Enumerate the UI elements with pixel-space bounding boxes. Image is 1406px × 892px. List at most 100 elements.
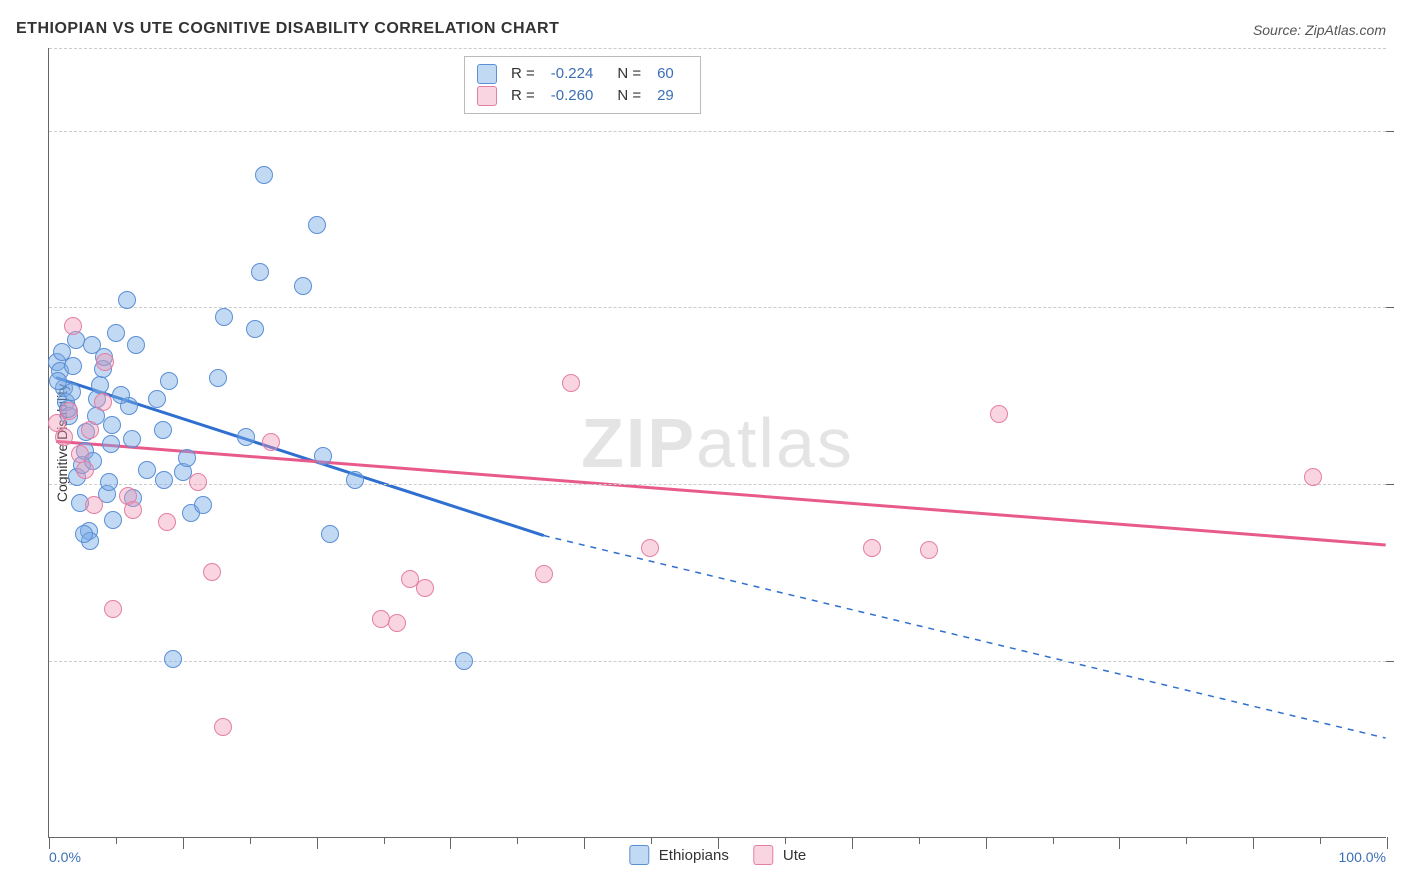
data-point [535, 565, 553, 583]
data-point [863, 539, 881, 557]
legend-swatch [629, 845, 649, 865]
data-point [251, 263, 269, 281]
x-label-right: 100.0% [1339, 849, 1386, 865]
legend-item-label: Ute [783, 847, 806, 864]
x-tick-minor [919, 837, 920, 844]
data-point [138, 461, 156, 479]
gridline-h [49, 307, 1386, 308]
legend-r-label: R = [511, 63, 535, 85]
data-point [123, 430, 141, 448]
data-point [96, 353, 114, 371]
legend-correlation: R =-0.224N =60R =-0.260N =29 [464, 56, 701, 114]
x-tick-minor [116, 837, 117, 844]
data-point [262, 433, 280, 451]
legend-swatch [477, 64, 497, 84]
data-point [81, 421, 99, 439]
data-point [214, 718, 232, 736]
legend-item: Ethiopians [629, 845, 729, 865]
data-point [215, 308, 233, 326]
x-tick-major [1387, 837, 1388, 849]
data-point [60, 402, 78, 420]
data-point [321, 525, 339, 543]
x-tick-major [852, 837, 853, 849]
data-point [641, 539, 659, 557]
trend-line [56, 441, 1386, 545]
data-point [920, 541, 938, 559]
data-point [83, 336, 101, 354]
data-point [255, 166, 273, 184]
x-tick-major [584, 837, 585, 849]
data-point [118, 291, 136, 309]
data-point [314, 447, 332, 465]
data-point [990, 405, 1008, 423]
data-point [158, 513, 176, 531]
x-tick-minor [1053, 837, 1054, 844]
x-tick-major [49, 837, 50, 849]
x-tick-major [986, 837, 987, 849]
legend-swatch [477, 86, 497, 106]
watermark-rest: atlas [696, 404, 854, 482]
plot-area: Cognitive Disability ZIPatlas R =-0.224N… [48, 48, 1386, 838]
data-point [294, 277, 312, 295]
x-tick-minor [651, 837, 652, 844]
data-point [127, 336, 145, 354]
legend-row: R =-0.260N =29 [477, 85, 688, 107]
data-point [55, 428, 73, 446]
source-label: Source: ZipAtlas.com [1253, 22, 1386, 38]
y-tick [1386, 661, 1394, 662]
data-point [85, 496, 103, 514]
data-point [103, 416, 121, 434]
data-point [64, 317, 82, 335]
data-point [1304, 468, 1322, 486]
watermark: ZIPatlas [581, 403, 854, 483]
data-point [75, 525, 93, 543]
data-point [346, 471, 364, 489]
x-tick-minor [250, 837, 251, 844]
x-tick-minor [517, 837, 518, 844]
legend-n-value: 29 [657, 85, 674, 107]
data-point [76, 461, 94, 479]
trend-line-dashed [544, 536, 1386, 739]
data-point [104, 511, 122, 529]
data-point [160, 372, 178, 390]
x-tick-minor [1186, 837, 1187, 844]
legend-row: R =-0.224N =60 [477, 63, 688, 85]
data-point [455, 652, 473, 670]
data-point [64, 357, 82, 375]
x-tick-major [317, 837, 318, 849]
data-point [178, 449, 196, 467]
data-point [112, 386, 130, 404]
data-point [49, 372, 67, 390]
x-tick-minor [785, 837, 786, 844]
data-point [308, 216, 326, 234]
gridline-h [49, 48, 1386, 49]
legend-n-label: N = [617, 63, 641, 85]
data-point [164, 650, 182, 668]
y-tick [1386, 131, 1394, 132]
x-tick-major [718, 837, 719, 849]
watermark-bold: ZIP [581, 404, 696, 482]
gridline-h [49, 131, 1386, 132]
data-point [94, 393, 112, 411]
gridline-h [49, 661, 1386, 662]
data-point [148, 390, 166, 408]
data-point [194, 496, 212, 514]
x-tick-minor [1320, 837, 1321, 844]
legend-item-label: Ethiopians [659, 847, 729, 864]
legend-r-value: -0.260 [551, 85, 594, 107]
data-point [189, 473, 207, 491]
data-point [100, 473, 118, 491]
y-tick [1386, 307, 1394, 308]
x-tick-major [450, 837, 451, 849]
data-point [237, 428, 255, 446]
y-tick [1386, 484, 1394, 485]
data-point [91, 376, 109, 394]
data-point [246, 320, 264, 338]
x-tick-minor [384, 837, 385, 844]
x-tick-major [1119, 837, 1120, 849]
data-point [155, 471, 173, 489]
legend-r-value: -0.224 [551, 63, 594, 85]
data-point [562, 374, 580, 392]
data-point [104, 600, 122, 618]
data-point [124, 501, 142, 519]
